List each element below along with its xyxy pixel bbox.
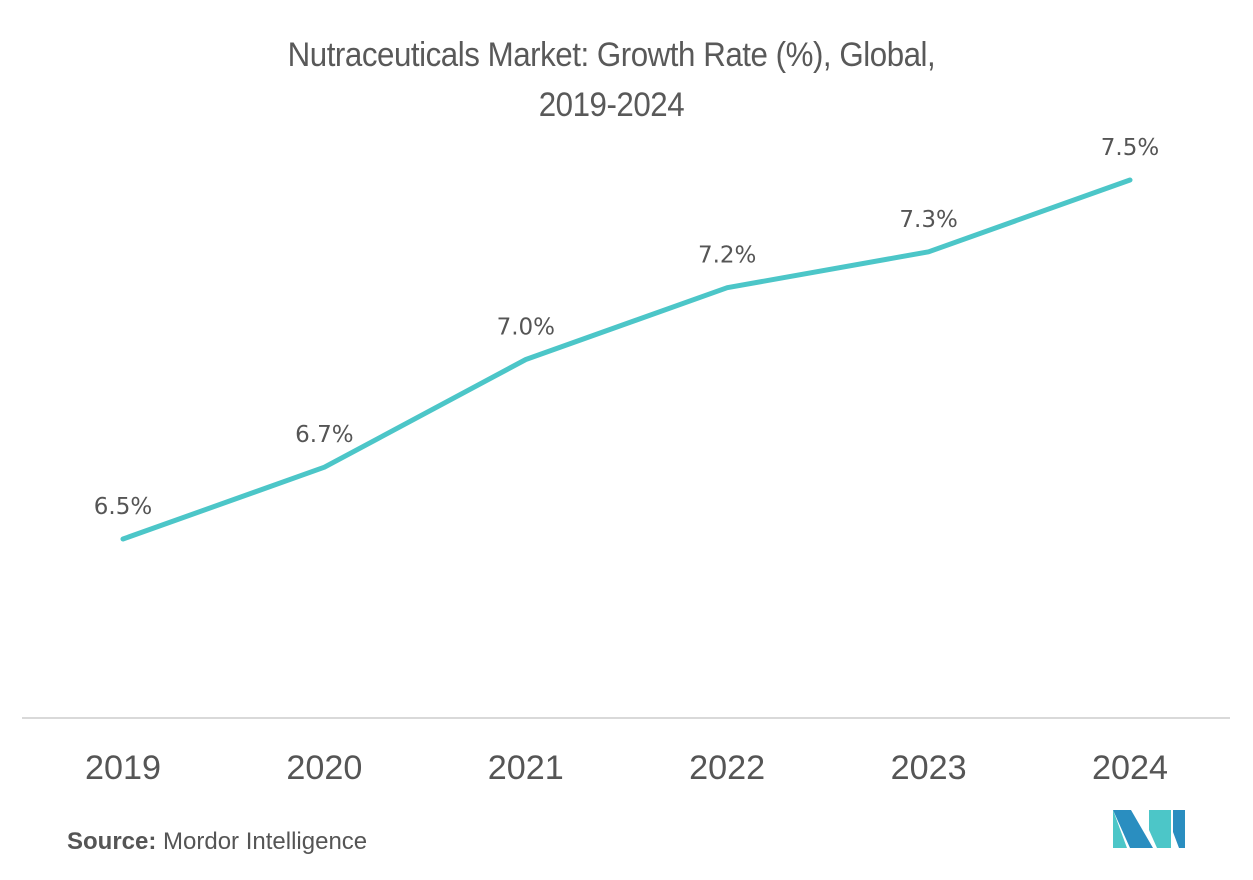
logo-light-left	[1113, 810, 1127, 848]
x-tick-label-2019: 2019	[85, 749, 161, 787]
logo-light-right	[1149, 810, 1171, 848]
data-label-2020: 6.7%	[295, 422, 353, 448]
x-tick-label-2022: 2022	[689, 749, 765, 787]
data-label-2019: 6.5%	[94, 494, 152, 520]
x-tick-label-2023: 2023	[891, 749, 967, 787]
series-layer	[120, 177, 1133, 542]
data-label-2022: 7.2%	[698, 243, 756, 269]
source-value: Mordor Intelligence	[156, 828, 368, 855]
x-axis-ticks: 2019 2020 2021 2022 2023 2024	[85, 749, 1168, 787]
growth-rate-line	[120, 177, 1133, 542]
x-tick-label-2024: 2024	[1092, 749, 1168, 787]
logo-dark-right	[1173, 810, 1185, 848]
data-labels: 6.5% 6.7% 7.0% 7.2% 7.3% 7.5%	[94, 135, 1159, 520]
source-label: Source:	[67, 828, 157, 855]
data-label-2024: 7.5%	[1101, 135, 1159, 161]
data-label-2023: 7.3%	[899, 207, 957, 233]
chart-title: Nutraceuticals Market: Growth Rate (%), …	[49, 30, 1174, 130]
data-label-2021: 7.0%	[497, 315, 555, 341]
chart-title-line-1: Nutraceuticals Market: Growth Rate (%), …	[287, 36, 936, 74]
chart-title-line-2: 2019-2024	[538, 86, 685, 124]
logo-dark-left	[1113, 810, 1153, 848]
source-note: Source: Mordor Intelligence	[67, 828, 367, 856]
x-tick-label-2021: 2021	[488, 749, 564, 787]
x-tick-label-2020: 2020	[286, 749, 362, 787]
mordor-intelligence-logo-icon	[1113, 810, 1185, 848]
